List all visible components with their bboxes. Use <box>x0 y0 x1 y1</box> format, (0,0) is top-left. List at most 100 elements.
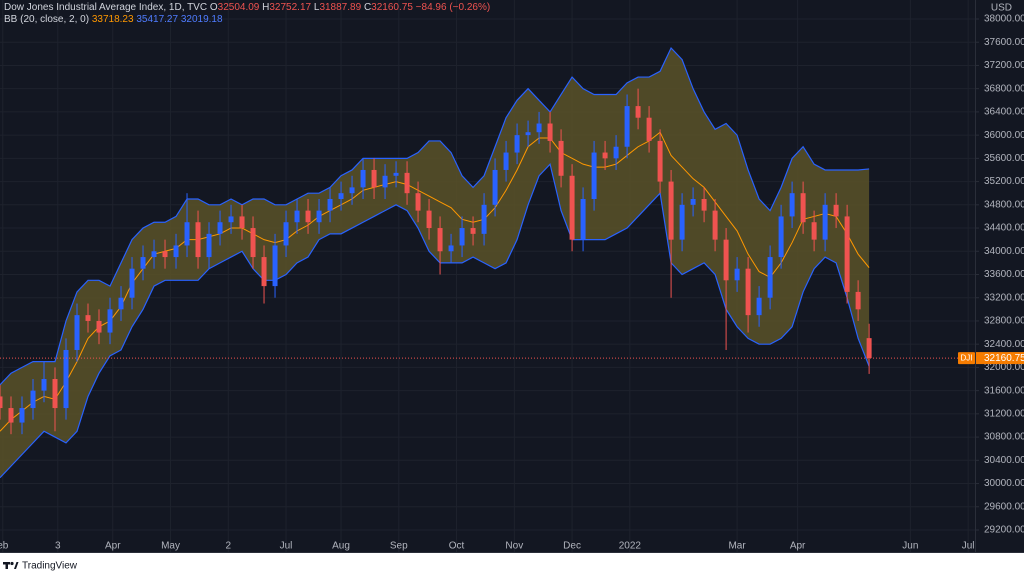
candle-body <box>0 396 3 409</box>
candle-body <box>118 297 124 310</box>
candle-body <box>844 216 850 292</box>
candle-body <box>448 245 454 252</box>
candle-body <box>173 245 179 258</box>
y-tick-label: 29200.00 <box>984 525 1024 536</box>
candle-body <box>624 106 630 147</box>
candle-body <box>85 315 91 321</box>
y-tick-label: 32400.00 <box>984 339 1024 350</box>
candle-body <box>195 222 201 258</box>
y-tick-label: 35200.00 <box>984 176 1024 187</box>
candle-body <box>613 146 619 159</box>
candle-body <box>404 172 410 194</box>
candle-body <box>668 181 674 240</box>
candle-body <box>162 251 168 258</box>
candle-body <box>492 169 498 205</box>
candle-body <box>140 257 146 269</box>
candle-body <box>437 228 443 252</box>
candle-body <box>822 204 828 240</box>
y-tick-label: 38000.00 <box>984 14 1024 25</box>
candle-body <box>745 268 751 316</box>
upper-value: 35417.27 <box>136 14 179 25</box>
brand-logo <box>3 561 19 569</box>
candle-body <box>96 320 102 333</box>
band-line <box>0 162 870 479</box>
candle-body <box>30 390 36 409</box>
symbol-tag-box <box>958 352 975 365</box>
candle-body <box>481 204 487 234</box>
y-tick-label: 36400.00 <box>984 107 1024 118</box>
candle-body <box>239 216 245 229</box>
candle-body <box>8 408 14 423</box>
x-tick-label: eb <box>0 541 9 552</box>
candle-body <box>272 245 278 287</box>
candle-body <box>767 257 773 298</box>
y-tick-label: 32000.00 <box>984 362 1024 373</box>
candle-body <box>327 199 333 211</box>
x-tick-label: Mar <box>728 541 746 552</box>
candle-body <box>52 379 58 409</box>
y-tick-label: 34800.00 <box>984 199 1024 210</box>
candle-body <box>778 216 784 258</box>
y-tick-label: 37600.00 <box>984 37 1024 48</box>
candle-body <box>701 199 707 211</box>
symbol-row: Dow Jones Industrial Average Index, 1D, … <box>4 2 490 14</box>
candle-body <box>371 169 377 188</box>
y-tick-label: 37200.00 <box>984 60 1024 71</box>
low-value: 31887.89 <box>319 2 362 13</box>
y-tick-label: 34400.00 <box>984 223 1024 234</box>
candle-body <box>690 199 696 205</box>
candle-body <box>569 175 575 240</box>
basis-value: 33718.23 <box>91 14 134 25</box>
candle-body <box>536 123 542 133</box>
x-tick-label: 2 <box>225 541 231 552</box>
candle-body <box>63 349 69 409</box>
y-tick-label: 30000.00 <box>984 478 1024 489</box>
bollinger-bands <box>0 46 870 479</box>
candle-body <box>107 309 113 333</box>
price-tag: 32160.75 <box>984 353 1024 364</box>
candle-body <box>151 251 157 258</box>
band-fill <box>0 48 870 478</box>
y-tick-label: 31600.00 <box>984 385 1024 396</box>
price-tag-box <box>976 352 1024 365</box>
x-tick-label: Jul <box>280 541 293 552</box>
y-tick-label: 34000.00 <box>984 246 1024 257</box>
candle-body <box>547 123 553 141</box>
x-tick-label: 3 <box>55 541 61 552</box>
close-label: C <box>363 2 372 13</box>
y-tick-label: 29600.00 <box>984 501 1024 512</box>
candle-body <box>756 297 762 316</box>
candle-body <box>19 408 25 423</box>
candle-body <box>129 268 135 298</box>
candle-body <box>338 193 344 200</box>
candle-body <box>734 268 740 281</box>
symbol-title: Dow Jones Industrial Average Index, 1D, … <box>4 2 208 13</box>
legend: Dow Jones Industrial Average Index, 1D, … <box>4 2 490 26</box>
y-tick-label: 30800.00 <box>984 432 1024 443</box>
candle-body <box>217 222 223 234</box>
candle-body <box>261 257 267 287</box>
x-tick-label: Jun <box>902 541 918 552</box>
candle-body <box>503 152 509 170</box>
candle-body <box>580 199 586 240</box>
y-tick-label: 33200.00 <box>984 292 1024 303</box>
candle-body <box>833 204 839 217</box>
candle-body <box>470 228 476 234</box>
y-tick-label: 35600.00 <box>984 153 1024 164</box>
grid <box>0 0 975 552</box>
x-tick-label: Sep <box>390 541 408 552</box>
close-value: 32160.75 <box>371 2 413 13</box>
candle-body <box>294 210 300 223</box>
y-tick-label: 32800.00 <box>984 316 1024 327</box>
candle-body <box>723 239 729 281</box>
x-tick-label: Nov <box>505 541 523 552</box>
y-tick-label: 30400.00 <box>984 455 1024 466</box>
candle-body <box>228 216 234 223</box>
x-tick-label: Apr <box>105 541 121 552</box>
x-tick-label: Oct <box>449 541 465 552</box>
candle-body <box>393 172 399 176</box>
x-tick-label: Apr <box>790 541 806 552</box>
candle-body <box>635 106 641 118</box>
candle-body <box>250 228 256 258</box>
